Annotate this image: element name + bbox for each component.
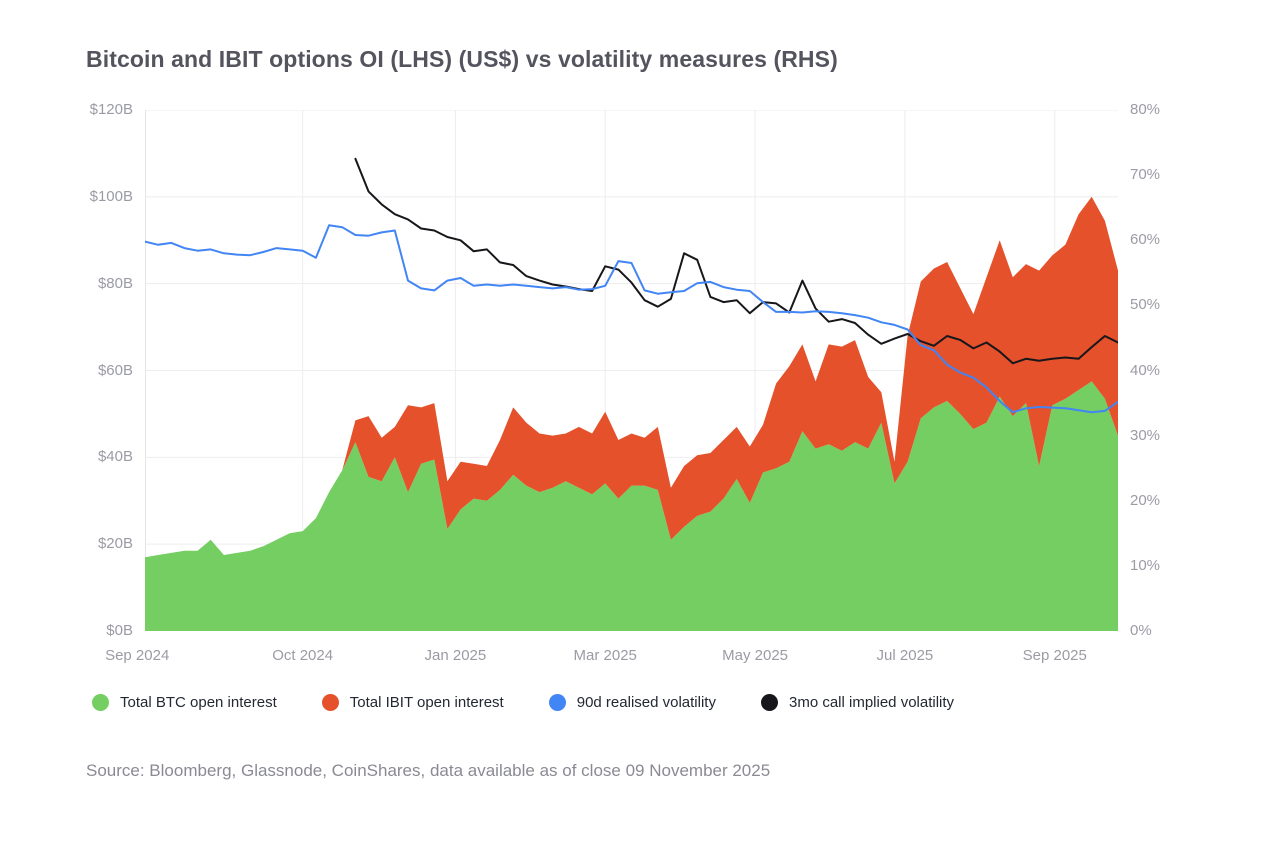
legend-item: 90d realised volatility: [548, 694, 716, 711]
legend-item: Total BTC open interest: [92, 694, 277, 711]
left-axis-tick-label: $0B: [106, 622, 133, 639]
left-axis-tick-label: $80B: [97, 274, 133, 292]
chart-title: Bitcoin and IBIT options OI (LHS) (US$) …: [86, 46, 838, 72]
left-axis-tick-label: $120B: [89, 101, 133, 118]
legend-item: 3mo call implied volatility: [760, 694, 955, 711]
x-axis-tick-label: Mar 2025: [573, 647, 637, 664]
right-axis-tick-label: 20%: [1130, 491, 1161, 509]
legend-item-label: Total BTC open interest: [120, 694, 277, 711]
right-axis-tick-label: 80%: [1130, 101, 1161, 118]
implied-volatility-line: [354, 157, 1118, 365]
chart-legend: Total BTC open interest Total IBIT open i…: [92, 694, 954, 711]
ibit-open-interest-area: [145, 196, 1118, 558]
realised-volatility-line: [145, 224, 1118, 414]
right-axis-tick-label: 50%: [1130, 296, 1161, 314]
right-axis-tick-label: 70%: [1130, 166, 1161, 184]
left-axis-tick-label: $20B: [97, 535, 133, 553]
legend-item-label: Total IBIT open interest: [349, 694, 504, 711]
left-axis-tick-label: $100B: [89, 187, 133, 205]
legend-item: Total IBIT open interest: [321, 694, 504, 711]
source-note: Source: Bloomberg, Glassnode, CoinShares…: [86, 761, 771, 780]
right-axis-tick-label: 10%: [1130, 556, 1161, 574]
legend-dot-icon: [548, 694, 566, 711]
right-axis-tick-label: 40%: [1130, 361, 1161, 379]
legend-dot-icon: [92, 694, 109, 711]
left-axis-tick-label: $40B: [97, 448, 133, 466]
right-axis-tick-label: 30%: [1130, 426, 1161, 444]
x-axis-tick-label: Jan 2025: [424, 647, 487, 664]
legend-item-label: 3mo call implied volatility: [788, 694, 955, 711]
right-axis-tick-label: 60%: [1130, 231, 1161, 249]
x-axis-tick-label: Sep 2025: [1022, 647, 1087, 664]
right-axis-tick-label: 0%: [1130, 622, 1152, 639]
x-axis-tick-label: Sep 2024: [105, 647, 170, 664]
legend-dot-icon: [321, 694, 339, 711]
x-axis-tick-label: Jul 2025: [876, 647, 934, 664]
legend-dot-icon: [760, 694, 778, 711]
chart-plot: [145, 110, 1118, 631]
btc-open-interest-area: [145, 381, 1118, 631]
legend-item-label: 90d realised volatility: [576, 694, 716, 711]
x-axis-tick-label: May 2025: [722, 647, 788, 664]
x-axis-tick-label: Oct 2024: [272, 647, 334, 664]
left-axis-tick-label: $60B: [97, 361, 133, 379]
